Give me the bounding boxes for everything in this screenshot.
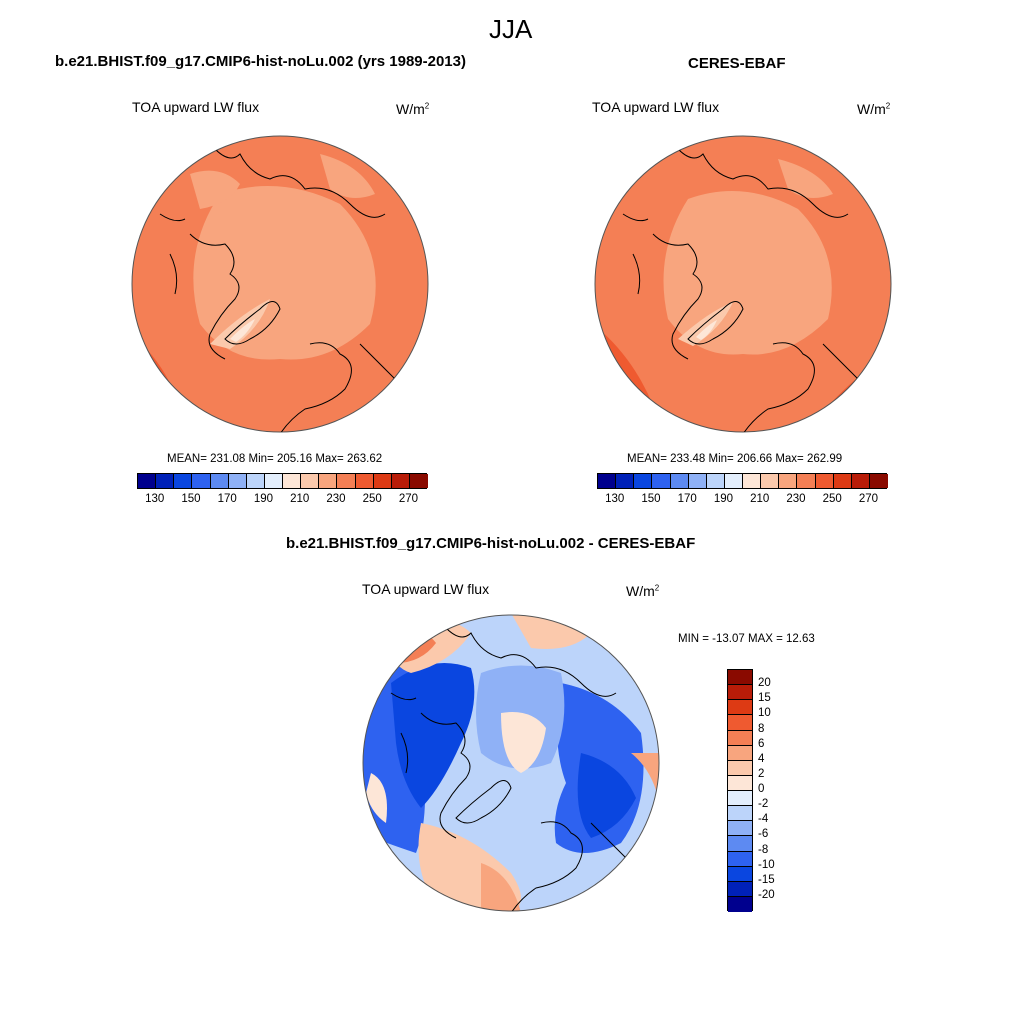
colorbar-tick-label: -8 [758,843,769,856]
colorbar-tick-label: 150 [641,493,661,505]
colorbar-tick-label: 210 [290,493,310,505]
panel-2-variable-label: TOA upward LW flux [592,99,720,115]
colorbar-tick-label: 130 [605,493,625,505]
colorbar-swatch [138,474,157,488]
colorbar-tick-label: 210 [750,493,770,505]
panel-1-polar-map [131,135,429,433]
colorbar-swatch [728,881,752,897]
colorbar-tick-label: 230 [326,493,346,505]
colorbar-tick-label: 6 [758,737,765,750]
panel-1-title: b.e21.BHIST.f09_g17.CMIP6-hist-noLu.002 … [55,53,466,70]
colorbar-swatch [728,715,752,731]
colorbar-swatch [598,474,617,488]
colorbar-swatch [728,851,752,867]
colorbar-tick-label: 190 [713,493,734,505]
colorbar-swatch [724,474,743,488]
panel-3-units: W/m2 [626,583,660,599]
colorbar-swatch [728,745,752,761]
colorbar-swatch [301,474,320,488]
colorbar-tick-label: 150 [181,493,201,505]
colorbar-tick-label: -2 [758,798,769,811]
panel-2-colorbar [597,473,888,489]
colorbar-swatch [728,806,752,822]
panel-1-variable-label: TOA upward LW flux [132,99,260,115]
colorbar-swatch [728,896,752,912]
colorbar-tick-label: 15 [758,692,771,705]
colorbar-swatch [728,836,752,852]
colorbar-tick-label: -10 [758,858,775,871]
colorbar-swatch [210,474,229,488]
colorbar-swatch [728,775,752,791]
colorbar-swatch [174,474,193,488]
colorbar-swatch [228,474,247,488]
panel-2-polar-map [594,135,892,433]
colorbar-swatch [634,474,653,488]
colorbar-tick-label: 270 [398,493,419,505]
colorbar-tick-label: -15 [758,873,775,886]
colorbar-tick-label: 130 [145,493,165,505]
panel-3-polar-map [362,614,660,912]
colorbar-swatch [156,474,175,488]
colorbar-swatch [264,474,283,488]
colorbar-swatch [728,685,752,701]
colorbar-swatch [728,760,752,776]
panel-3-variable-label: TOA upward LW flux [362,581,490,597]
panel-1-stats: MEAN= 231.08 Min= 205.16 Max= 263.62 [167,453,383,465]
panel-2-stats: MEAN= 233.48 Min= 206.66 Max= 262.99 [627,453,843,465]
colorbar-swatch [355,474,374,488]
colorbar-swatch [851,474,870,488]
colorbar-tick-label: 230 [786,493,806,505]
panel-2-title: CERES-EBAF [688,55,786,72]
panel-3-stats: MIN = -13.07 MAX = 12.63 [678,633,815,645]
colorbar-swatch [652,474,671,488]
colorbar-swatch [688,474,707,488]
colorbar-tick-label: 4 [758,752,765,765]
colorbar-tick-label: -20 [758,888,775,901]
colorbar-swatch [833,474,852,488]
colorbar-swatch [797,474,816,488]
colorbar-swatch [706,474,725,488]
colorbar-swatch [246,474,265,488]
colorbar-swatch [391,474,410,488]
colorbar-tick-label: 190 [253,493,274,505]
colorbar-tick-label: 250 [822,493,842,505]
colorbar-tick-label: 270 [858,493,879,505]
colorbar-tick-label: -6 [758,828,769,841]
colorbar-swatch [743,474,762,488]
colorbar-swatch [728,791,752,807]
colorbar-swatch [869,474,888,488]
colorbar-swatch [337,474,356,488]
colorbar-swatch [616,474,635,488]
panel-3-colorbar [727,669,753,912]
colorbar-swatch [192,474,211,488]
colorbar-swatch [283,474,302,488]
colorbar-swatch [728,670,752,686]
panel-3-title: b.e21.BHIST.f09_g17.CMIP6-hist-noLu.002 … [286,535,696,552]
colorbar-tick-label: 250 [362,493,382,505]
colorbar-tick-label: 170 [677,493,697,505]
colorbar-swatch [319,474,338,488]
colorbar-swatch [373,474,392,488]
colorbar-tick-label: 20 [758,677,771,690]
colorbar-tick-label: 0 [758,783,765,795]
colorbar-swatch [761,474,780,488]
colorbar-swatch [728,821,752,837]
colorbar-swatch [670,474,689,488]
colorbar-tick-label: 2 [758,767,765,780]
colorbar-swatch [728,866,752,882]
colorbar-swatch [815,474,834,488]
colorbar-swatch [409,474,428,488]
panel-2-units: W/m2 [857,101,891,117]
colorbar-tick-label: 8 [758,722,765,735]
colorbar-tick-label: 10 [758,707,771,720]
colorbar-tick-label: 170 [217,493,237,505]
colorbar-tick-label: -4 [758,813,769,826]
panel-1-colorbar [137,473,428,489]
colorbar-swatch [779,474,798,488]
colorbar-swatch [728,730,752,746]
figure-title: JJA [489,14,533,44]
panel-1-units: W/m2 [396,101,430,117]
colorbar-swatch [728,700,752,716]
